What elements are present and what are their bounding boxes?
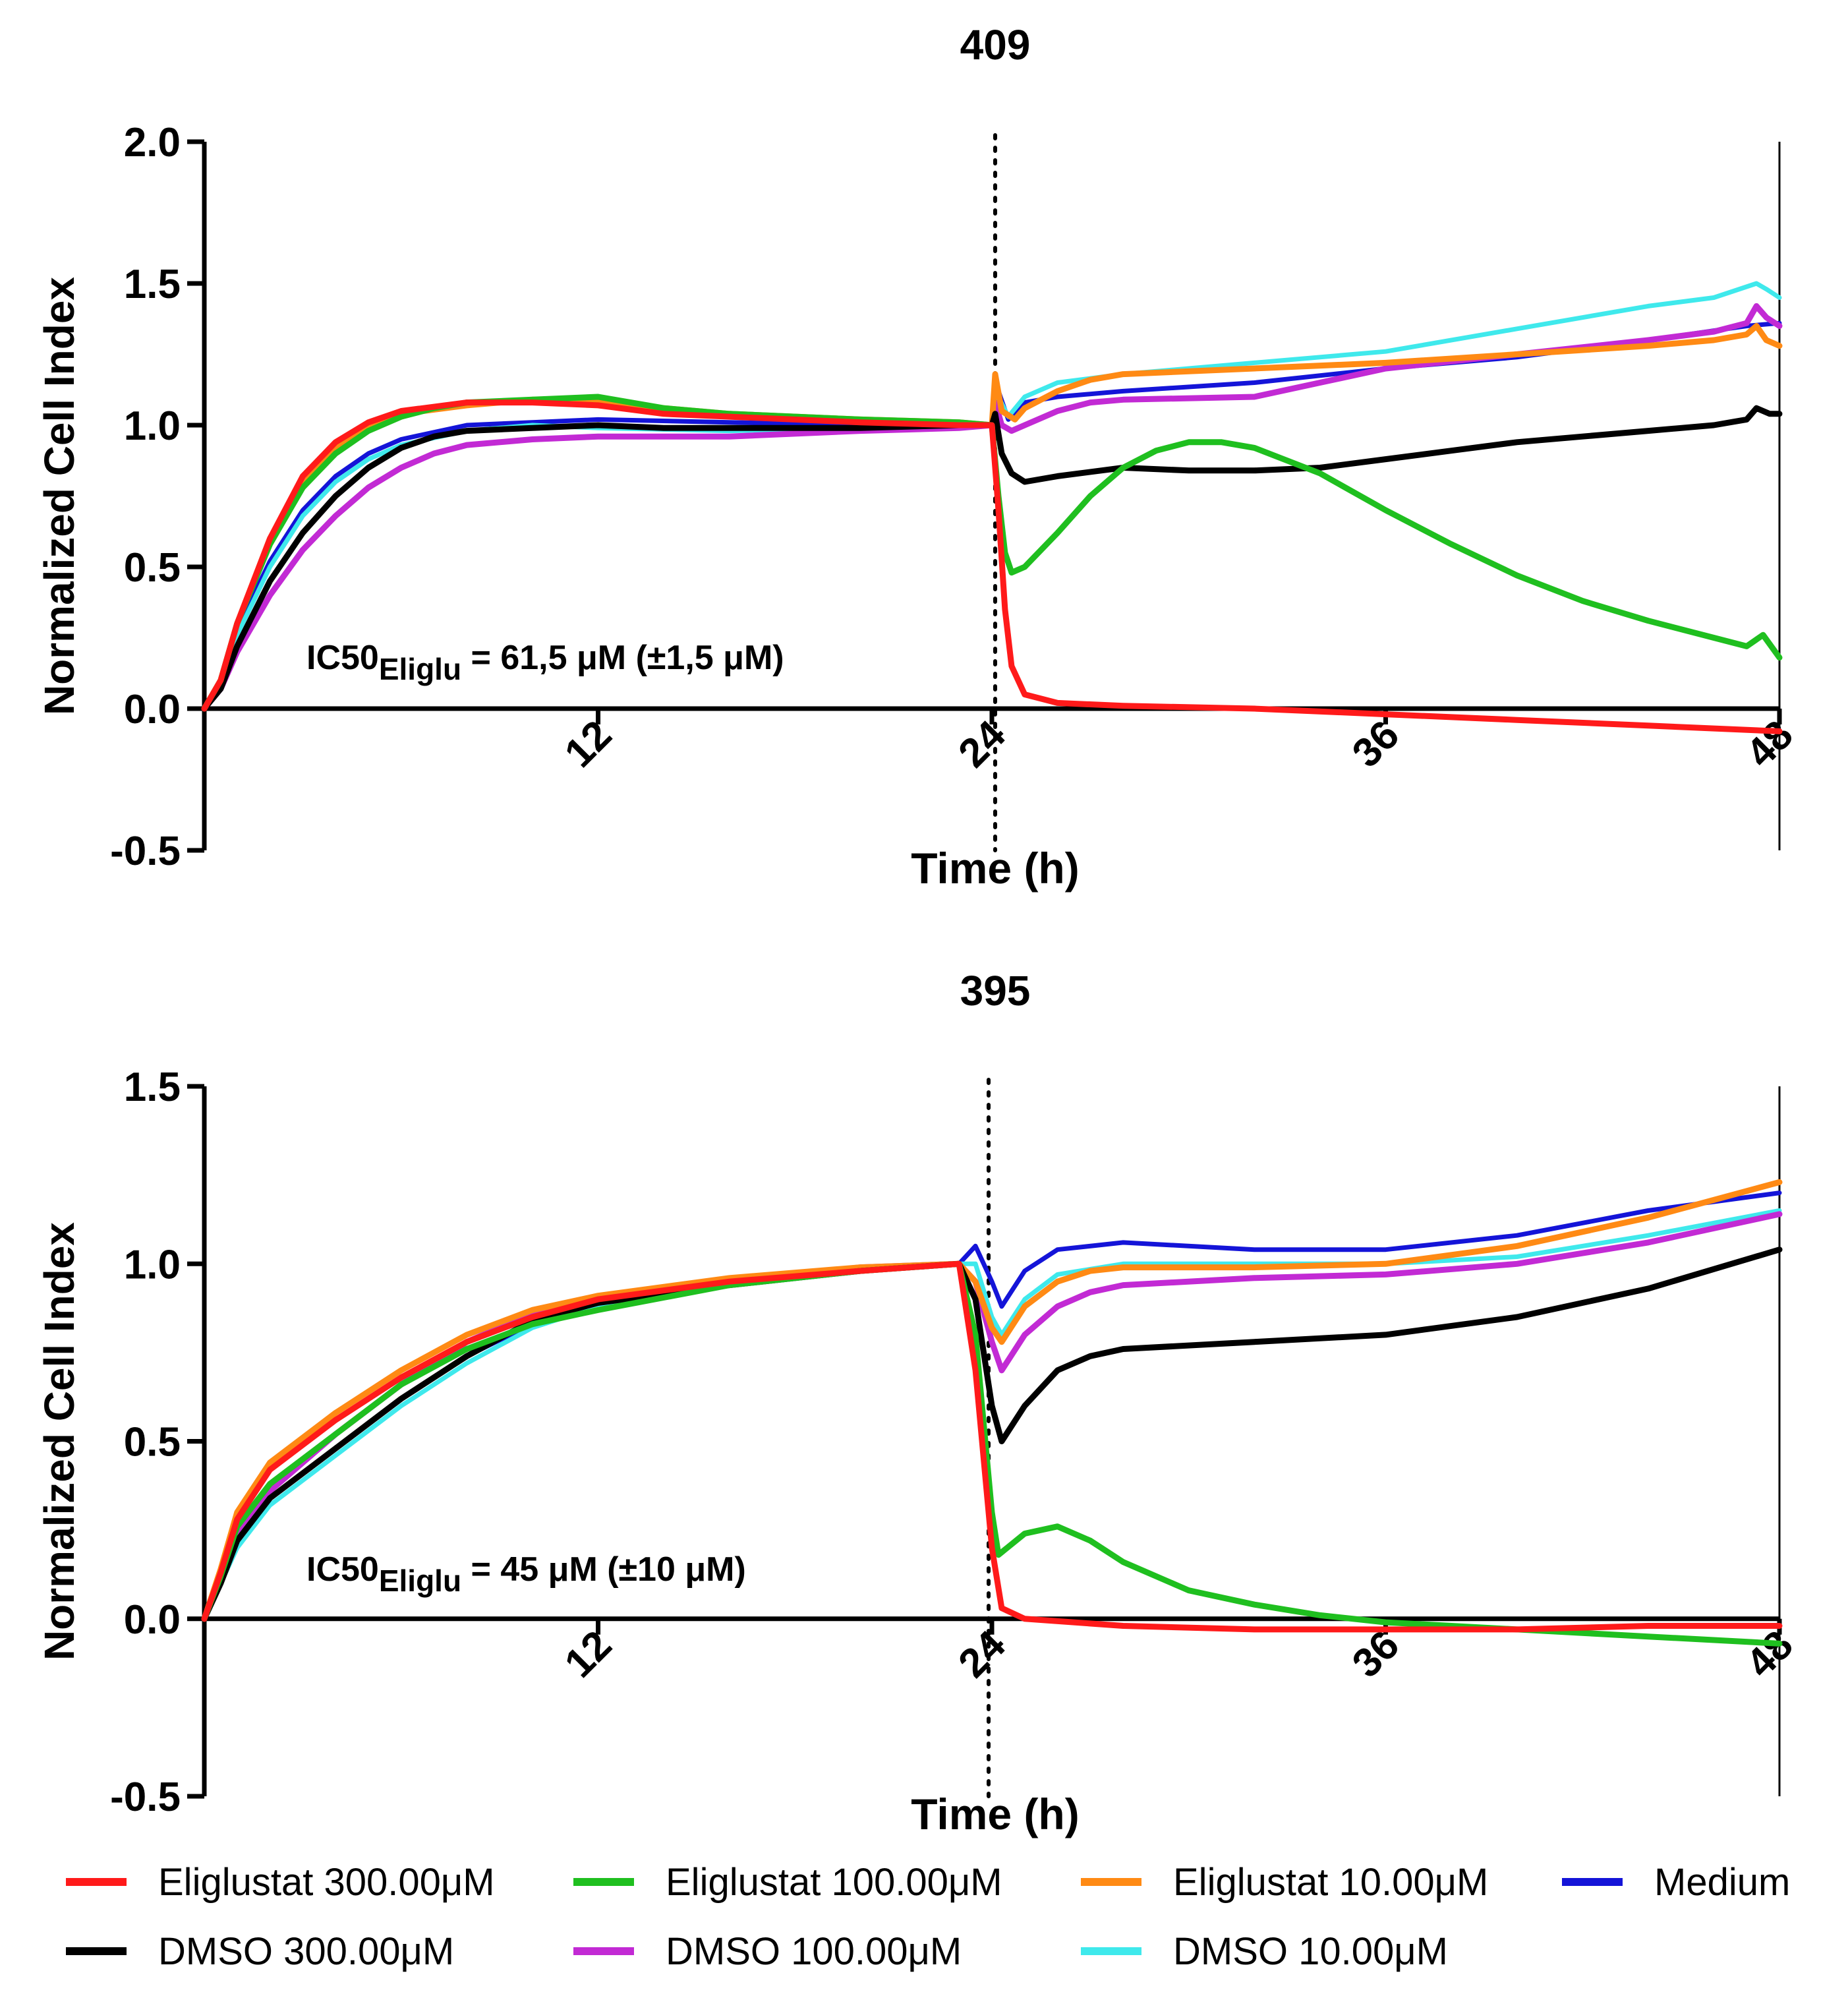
legend-item: DMSO 10.00μM — [1081, 1922, 1448, 1981]
y-axis-label: Normalized Cell Index — [36, 1222, 83, 1660]
legend-swatch — [1081, 1878, 1141, 1886]
y-tick-label: -0.5 — [110, 1775, 181, 1820]
y-tick-label: 1.0 — [124, 403, 181, 449]
series-line — [201, 1260, 1783, 1647]
y-tick-label: 0.5 — [124, 545, 181, 591]
legend-label: Eliglustat 300.00μM — [158, 1860, 495, 1904]
series-line — [202, 281, 1782, 711]
legend-swatch — [66, 1878, 127, 1886]
x-tick-label: 24 — [950, 712, 1014, 777]
y-tick-label: -0.5 — [110, 829, 181, 874]
x-tick-label: 12 — [556, 712, 621, 777]
legend-swatch — [1562, 1878, 1623, 1886]
legend-swatch — [573, 1878, 634, 1886]
legend: Eliglustat 300.00μM Eliglustat 100.00μM … — [0, 1846, 1848, 1996]
y-tick-label: 0.0 — [124, 1597, 181, 1643]
y-tick-label: 0.5 — [124, 1420, 181, 1465]
legend-swatch — [573, 1947, 634, 1955]
y-tick-label: 0.0 — [124, 687, 181, 732]
legend-label: DMSO 300.00μM — [158, 1929, 455, 1973]
ic50-annotation: IC50Eliglu = 45 μM (±10 μM) — [306, 1550, 746, 1598]
legend-label: DMSO 100.00μM — [666, 1929, 962, 1973]
legend-item: Eliglustat 100.00μM — [573, 1852, 1002, 1912]
chart-title: 395 — [960, 967, 1031, 1014]
y-tick-label: 1.5 — [124, 1065, 181, 1110]
chart-title: 409 — [960, 21, 1031, 69]
legend-item: DMSO 100.00μM — [573, 1922, 962, 1981]
series-line — [201, 1247, 1783, 1622]
y-tick-label: 2.0 — [124, 120, 181, 165]
legend-item: DMSO 300.00μM — [66, 1922, 454, 1981]
series-line — [201, 394, 1783, 712]
x-tick-label: 12 — [556, 1622, 621, 1687]
ic50-annotation: IC50Eliglu = 61,5 μM (±1,5 μM) — [306, 639, 784, 686]
series-line — [201, 1260, 1783, 1633]
legend-label: Medium — [1654, 1860, 1791, 1904]
y-tick-label: 1.5 — [124, 262, 181, 307]
legend-swatch — [1081, 1947, 1141, 1955]
legend-item: Medium — [1562, 1852, 1790, 1912]
x-tick-label: 24 — [950, 1622, 1014, 1686]
legend-swatch — [66, 1947, 127, 1955]
x-tick-label: 48 — [1737, 1622, 1802, 1687]
y-tick-label: 1.0 — [124, 1242, 181, 1287]
series-line — [201, 303, 1783, 712]
x-tick-label: 36 — [1344, 712, 1408, 777]
legend-label: Eliglustat 10.00μM — [1173, 1860, 1489, 1904]
legend-item: Eliglustat 10.00μM — [1081, 1852, 1488, 1912]
series-line — [201, 1179, 1783, 1622]
legend-label: DMSO 10.00μM — [1173, 1929, 1448, 1973]
legend-label: Eliglustat 100.00μM — [666, 1860, 1002, 1904]
series-line — [201, 323, 1783, 712]
y-axis-label: Normalized Cell Index — [36, 277, 83, 715]
series-line — [201, 405, 1783, 712]
x-axis-label: Time (h) — [911, 1790, 1079, 1838]
x-tick-label: 48 — [1737, 712, 1802, 777]
series-line — [201, 399, 1783, 734]
legend-item: Eliglustat 300.00μM — [66, 1852, 495, 1912]
